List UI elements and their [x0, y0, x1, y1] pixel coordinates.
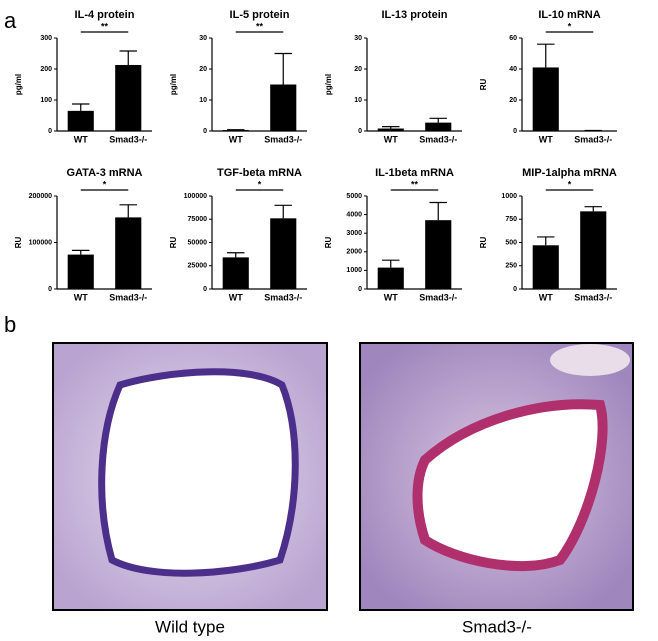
bar — [377, 128, 404, 131]
significance-label: ** — [101, 21, 109, 31]
y-axis-label: pg/ml — [324, 74, 333, 95]
image-caption: Wild type — [155, 617, 225, 636]
y-tick-label: 4000 — [346, 211, 362, 218]
significance-label: * — [568, 179, 572, 189]
x-tick-label: WT — [384, 292, 398, 302]
x-tick-label: WT — [74, 134, 88, 144]
y-tick-label: 30 — [199, 35, 207, 42]
bar — [377, 267, 404, 289]
y-axis-label: RU — [14, 237, 23, 249]
y-tick-label: 0 — [48, 286, 52, 293]
y-axis-label: RU — [479, 79, 488, 91]
x-tick-label: Smad3-/- — [419, 134, 457, 144]
y-tick-label: 0 — [513, 286, 517, 293]
x-tick-label: Smad3-/- — [264, 134, 302, 144]
y-tick-label: 200000 — [29, 193, 52, 200]
y-tick-label: 100000 — [184, 193, 207, 200]
y-axis-label: pg/ml — [14, 74, 23, 95]
chart-title: IL-10 mRNA — [538, 9, 600, 21]
chart-title: IL-13 protein — [381, 9, 447, 21]
x-tick-label: WT — [74, 292, 88, 302]
significance-label: ** — [411, 179, 419, 189]
y-tick-label: 60 — [509, 35, 517, 42]
y-tick-label: 0 — [513, 128, 517, 135]
y-tick-label: 0 — [358, 128, 362, 135]
y-tick-label: 1000 — [501, 193, 517, 200]
bar — [270, 84, 297, 131]
micrograph — [359, 342, 634, 611]
y-tick-label: 750 — [505, 216, 517, 223]
y-tick-label: 0 — [203, 128, 207, 135]
x-tick-label: WT — [384, 134, 398, 144]
chart-title: GATA-3 mRNA — [67, 167, 143, 179]
y-axis-label: RU — [324, 237, 333, 249]
y-tick-label: 200 — [40, 66, 52, 73]
x-tick-label: WT — [229, 134, 243, 144]
y-tick-label: 0 — [203, 286, 207, 293]
y-tick-label: 0 — [358, 286, 362, 293]
bar — [532, 245, 559, 289]
y-axis-label: RU — [169, 237, 178, 249]
y-tick-label: 20 — [509, 97, 517, 104]
y-tick-label: 50000 — [188, 239, 208, 246]
y-tick-label: 5000 — [346, 193, 362, 200]
y-axis-label: pg/ml — [169, 74, 178, 95]
chart-title: IL-4 protein — [75, 9, 135, 21]
y-tick-label: 75000 — [188, 216, 208, 223]
panel-label: b — [4, 312, 16, 337]
y-tick-label: 20 — [199, 66, 207, 73]
y-axis-label: RU — [479, 237, 488, 249]
x-tick-label: Smad3-/- — [109, 134, 147, 144]
y-tick-label: 300 — [40, 35, 52, 42]
bar — [222, 257, 249, 289]
y-tick-label: 20 — [354, 66, 362, 73]
significance-label: * — [568, 21, 572, 31]
x-tick-label: WT — [539, 134, 553, 144]
y-tick-label: 0 — [48, 128, 52, 135]
x-tick-label: WT — [539, 292, 553, 302]
chart-title: MIP-1alpha mRNA — [522, 167, 617, 179]
y-tick-label: 100000 — [29, 239, 52, 246]
y-tick-label: 2000 — [346, 249, 362, 256]
x-tick-label: Smad3-/- — [574, 292, 612, 302]
x-tick-label: Smad3-/- — [574, 134, 612, 144]
x-tick-label: Smad3-/- — [109, 292, 147, 302]
bar — [425, 122, 452, 131]
bar — [425, 220, 452, 289]
y-tick-label: 10 — [199, 97, 207, 104]
micrograph — [52, 342, 328, 611]
y-tick-label: 500 — [505, 239, 517, 246]
x-tick-label: WT — [229, 292, 243, 302]
panel-label: a — [4, 8, 17, 33]
y-tick-label: 10 — [354, 97, 362, 104]
y-tick-label: 1000 — [346, 267, 362, 274]
y-tick-label: 40 — [509, 66, 517, 73]
chart-title: IL-5 protein — [230, 9, 290, 21]
bar — [115, 217, 142, 289]
y-tick-label: 25000 — [188, 263, 208, 270]
chart-title: IL-1beta mRNA — [375, 167, 454, 179]
chart-title: TGF-beta mRNA — [217, 167, 302, 179]
x-tick-label: Smad3-/- — [419, 292, 457, 302]
image-caption: Smad3-/- — [462, 617, 532, 636]
bar — [67, 254, 94, 289]
bar — [222, 130, 249, 131]
significance-label: * — [103, 179, 107, 189]
bar — [115, 64, 142, 131]
bar — [67, 110, 94, 131]
significance-label: * — [258, 179, 262, 189]
x-tick-label: Smad3-/- — [264, 292, 302, 302]
significance-label: ** — [256, 21, 264, 31]
y-tick-label: 100 — [40, 97, 52, 104]
bar — [532, 67, 559, 131]
y-tick-label: 3000 — [346, 230, 362, 237]
y-tick-label: 30 — [354, 35, 362, 42]
bar — [270, 218, 297, 289]
y-tick-label: 250 — [505, 263, 517, 270]
bar — [580, 211, 607, 289]
